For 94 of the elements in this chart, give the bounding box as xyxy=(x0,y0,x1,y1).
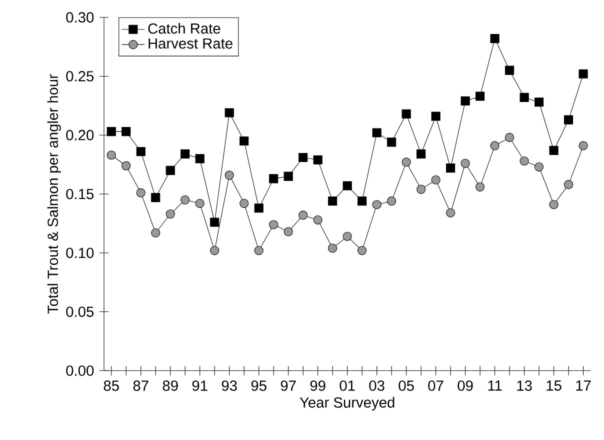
point xyxy=(358,196,367,206)
y-tick-label: 0.10 xyxy=(66,248,94,258)
point xyxy=(195,154,204,164)
point xyxy=(402,109,411,118)
x-tick-label: 89 xyxy=(162,380,178,391)
point xyxy=(224,108,234,118)
point xyxy=(416,149,426,158)
point xyxy=(151,192,160,202)
x-tick-label: 99 xyxy=(310,380,326,391)
point xyxy=(358,246,367,256)
y-tick-label: 0.15 xyxy=(66,188,94,200)
point xyxy=(520,92,529,102)
point xyxy=(402,158,411,167)
point xyxy=(446,164,456,173)
point xyxy=(313,215,322,224)
point xyxy=(534,98,544,107)
point xyxy=(224,170,234,180)
x-tick-label: 07 xyxy=(428,380,444,391)
point xyxy=(460,96,470,106)
x-tick-label: 95 xyxy=(251,380,266,391)
x-tick-label: 03 xyxy=(369,380,384,391)
point xyxy=(460,158,470,168)
point xyxy=(166,166,175,175)
point xyxy=(180,149,190,158)
point xyxy=(534,162,544,172)
y-tick-label: 0.05 xyxy=(66,306,94,317)
point xyxy=(151,228,160,238)
y-tick-label: 0.30 xyxy=(66,12,94,23)
point xyxy=(387,138,396,147)
point xyxy=(106,150,116,160)
point xyxy=(254,204,264,213)
x-tick-label: 93 xyxy=(222,380,237,391)
point xyxy=(505,132,514,142)
y-tick-label: 0.00 xyxy=(66,365,94,376)
point xyxy=(387,196,396,206)
point xyxy=(298,210,308,220)
point xyxy=(342,181,352,190)
x-tick-label: 05 xyxy=(398,380,414,391)
x-tick-label: 87 xyxy=(133,380,148,391)
point xyxy=(416,184,426,194)
x-tick-label: 15 xyxy=(546,380,562,391)
point xyxy=(328,196,338,206)
point xyxy=(520,156,529,166)
point xyxy=(166,209,175,219)
point xyxy=(490,141,500,150)
x-tick-label: 97 xyxy=(280,380,296,391)
y-tick-label: 0.25 xyxy=(66,71,94,82)
point xyxy=(195,198,204,208)
point xyxy=(284,227,293,236)
point xyxy=(240,198,249,208)
point xyxy=(254,246,264,256)
x-tick-label: 85 xyxy=(104,380,119,391)
point xyxy=(431,112,440,121)
point xyxy=(136,188,146,198)
point xyxy=(122,161,131,170)
point xyxy=(284,172,293,181)
x-tick-label: 01 xyxy=(340,380,355,391)
x-tick-label: 17 xyxy=(576,380,591,391)
point xyxy=(342,232,352,241)
legend-label: Harvest Rate xyxy=(148,38,232,49)
point xyxy=(240,136,249,146)
x-tick-label: 91 xyxy=(192,380,208,391)
x-axis-title: Year Surveyed xyxy=(300,396,394,411)
point xyxy=(269,174,278,184)
point xyxy=(564,180,574,190)
point xyxy=(269,220,278,230)
legend-label: Catch Rate xyxy=(148,22,220,34)
point xyxy=(490,34,500,44)
point xyxy=(505,66,514,75)
y-axis-title: Total Trout & Salmon per angler hour xyxy=(47,74,61,314)
point xyxy=(313,155,322,164)
point xyxy=(210,246,220,256)
point xyxy=(446,208,456,218)
point xyxy=(476,182,485,192)
point xyxy=(431,175,440,184)
point xyxy=(476,92,485,101)
point xyxy=(578,141,588,150)
point xyxy=(372,200,382,210)
y-tick-label: 0.20 xyxy=(66,130,94,140)
point xyxy=(372,128,382,138)
point xyxy=(549,146,558,155)
x-tick-label: 13 xyxy=(517,380,532,391)
point xyxy=(549,200,558,210)
point xyxy=(210,218,220,227)
point xyxy=(564,115,574,124)
x-tick-label: 11 xyxy=(488,380,502,391)
point xyxy=(122,127,131,136)
point xyxy=(136,147,146,156)
point xyxy=(298,152,308,162)
point xyxy=(180,195,190,204)
point xyxy=(106,127,116,136)
point xyxy=(328,244,338,253)
point xyxy=(578,69,588,78)
x-tick-label: 09 xyxy=(458,380,473,391)
